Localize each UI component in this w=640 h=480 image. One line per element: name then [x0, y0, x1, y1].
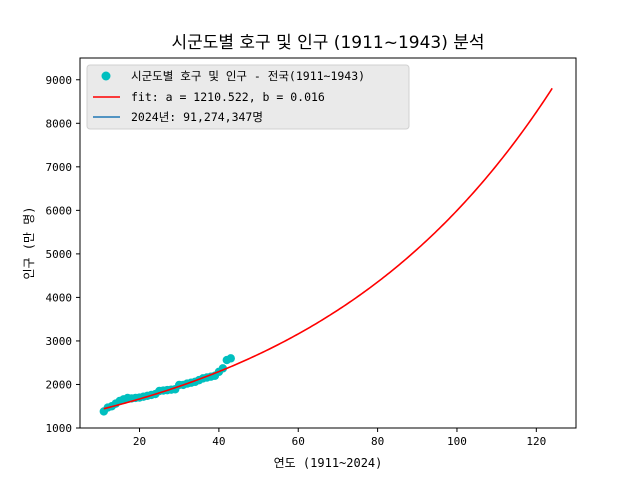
y-tick-label: 6000 [46, 204, 73, 217]
y-tick-label: 5000 [46, 248, 73, 261]
chart-title: 시군도별 호구 및 인구 (1911~1943) 분석 [171, 33, 484, 53]
data-marks [99, 87, 553, 416]
y-tick-label: 4000 [46, 291, 73, 304]
x-axis-label: 연도 (1911~2024) [274, 456, 383, 470]
y-tick-label: 2000 [46, 378, 73, 391]
legend-entry-scatter: 시군도별 호구 및 인구 - 전국(1911~1943) [131, 69, 365, 83]
fit-line [103, 87, 553, 410]
legend-marker-scatter [101, 71, 111, 81]
y-tick-label: 9000 [46, 74, 73, 87]
data-point [226, 354, 235, 363]
y-tick-label: 3000 [46, 335, 73, 348]
y-axis-label: 인구 (만 명) [22, 206, 36, 279]
x-tick-label: 40 [212, 435, 225, 448]
y-tick-label: 1000 [46, 422, 73, 435]
y-tick-label: 7000 [46, 161, 73, 174]
x-tick-label: 60 [292, 435, 305, 448]
legend-entry-2024: 2024년: 91,274,347명 [131, 110, 263, 124]
x-tick-label: 20 [133, 435, 146, 448]
y-tick-label: 8000 [46, 117, 73, 130]
legend-entry-fit: fit: a = 1210.522, b = 0.016 [131, 90, 325, 104]
x-tick-label: 120 [526, 435, 546, 448]
plot-frame [79, 57, 577, 429]
x-tick-label: 100 [447, 435, 467, 448]
legend-box [86, 64, 410, 130]
y-axis-ticks: 1000 2000 3000 4000 5000 6000 7000 8000 9000 [46, 74, 80, 435]
legend: 시군도별 호구 및 인구 - 전국(1911~1943) fit: a = 12… [86, 64, 410, 130]
x-axis-ticks: 20 40 60 80 100 120 [133, 428, 546, 448]
x-tick-label: 80 [371, 435, 384, 448]
